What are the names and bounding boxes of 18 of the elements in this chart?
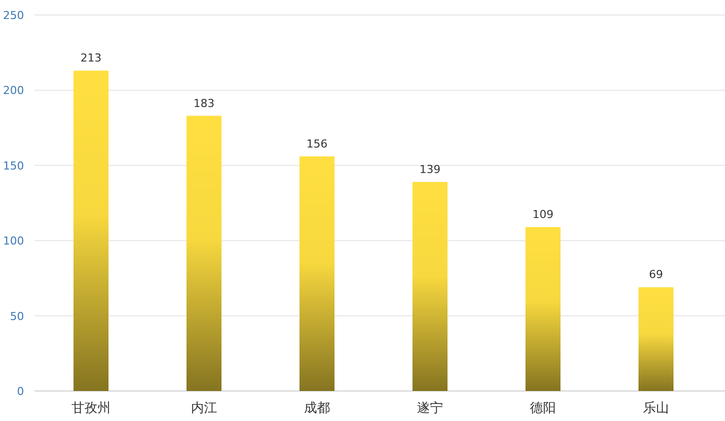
x-tick-label: 甘孜州 <box>72 401 110 416</box>
y-tick-label: 250 <box>3 9 24 22</box>
x-tick-label: 乐山 <box>643 401 669 416</box>
y-tick-label: 0 <box>17 385 24 398</box>
y-tick-label: 50 <box>10 310 24 323</box>
x-tick-label: 德阳 <box>530 401 556 416</box>
data-label: 139 <box>420 162 440 176</box>
y-tick-label: 200 <box>3 84 24 98</box>
data-label: 69 <box>649 268 663 282</box>
data-label: 156 <box>306 137 328 150</box>
y-tick-label: 100 <box>3 234 24 248</box>
x-tick-label: 内江 <box>191 401 217 416</box>
data-label: 213 <box>80 52 102 65</box>
data-label: 183 <box>194 96 214 110</box>
x-tick-label: 遂宁 <box>417 400 443 416</box>
y-tick-label: 150 <box>3 159 24 172</box>
x-tick-label: 成都 <box>304 401 330 416</box>
data-label: 109 <box>532 208 554 222</box>
